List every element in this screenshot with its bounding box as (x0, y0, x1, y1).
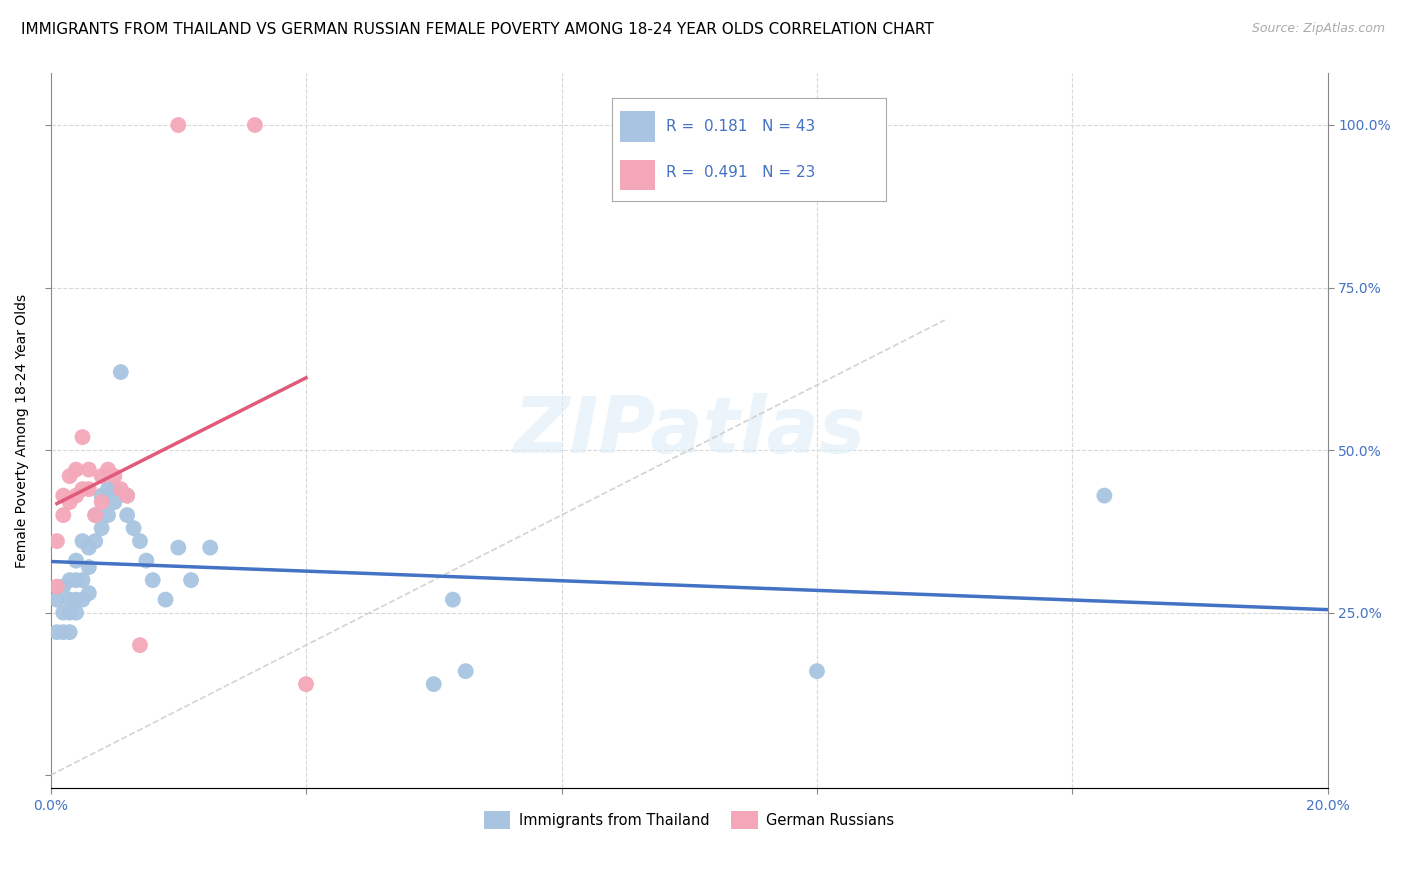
Point (243, 118, 266, 132)
Point (167, 541, 190, 555)
Point (129, 534, 152, 549)
Point (97, 462, 120, 476)
Point (59, 606, 82, 620)
Point (77, 586, 100, 600)
Point (1092, 489, 1115, 503)
Point (59, 625, 82, 640)
Legend: Immigrants from Thailand, German Russians: Immigrants from Thailand, German Russian… (478, 805, 900, 835)
Point (52, 606, 75, 620)
Point (295, 677, 318, 691)
Point (59, 573, 82, 587)
Point (115, 489, 138, 503)
Point (84, 508, 107, 522)
Point (52, 489, 75, 503)
Point (65, 606, 87, 620)
Point (142, 573, 165, 587)
Point (72, 573, 94, 587)
Point (52, 508, 75, 522)
Point (65, 573, 87, 587)
Point (110, 482, 132, 496)
Point (65, 489, 87, 503)
Text: R =  0.181   N = 43: R = 0.181 N = 43 (666, 119, 815, 134)
Text: IMMIGRANTS FROM THAILAND VS GERMAN RUSSIAN FEMALE POVERTY AMONG 18-24 YEAR OLDS : IMMIGRANTS FROM THAILAND VS GERMAN RUSSI… (21, 22, 934, 37)
Point (45, 592, 67, 607)
Point (167, 118, 190, 132)
Text: Source: ZipAtlas.com: Source: ZipAtlas.com (1251, 22, 1385, 36)
Point (52, 580, 75, 594)
Point (103, 495, 125, 509)
Point (103, 469, 125, 483)
Point (115, 489, 138, 503)
Point (806, 664, 828, 678)
Point (45, 580, 67, 594)
Point (90, 495, 112, 509)
Point (84, 508, 107, 522)
Point (59, 495, 82, 509)
Point (200, 541, 222, 555)
Point (97, 482, 120, 496)
Point (454, 664, 477, 678)
Point (180, 573, 202, 587)
Point (45, 625, 67, 640)
Point (122, 521, 145, 535)
Point (72, 482, 94, 496)
Point (90, 489, 112, 503)
Point (103, 482, 125, 496)
Point (423, 677, 446, 691)
Point (45, 534, 67, 549)
Point (65, 592, 87, 607)
Text: R =  0.491   N = 23: R = 0.491 N = 23 (666, 165, 815, 180)
Point (77, 462, 100, 476)
Point (77, 482, 100, 496)
FancyBboxPatch shape (620, 160, 655, 190)
Point (115, 508, 138, 522)
Point (441, 592, 464, 607)
Point (59, 469, 82, 483)
Point (135, 553, 157, 567)
Point (84, 534, 107, 549)
Point (59, 592, 82, 607)
Text: ZIPatlas: ZIPatlas (513, 392, 865, 468)
Point (72, 592, 94, 607)
Point (52, 625, 75, 640)
Point (90, 469, 112, 483)
Point (90, 521, 112, 535)
Point (77, 560, 100, 574)
Point (65, 553, 87, 567)
Point (72, 534, 94, 549)
Y-axis label: Female Poverty Among 18-24 Year Olds: Female Poverty Among 18-24 Year Olds (15, 293, 30, 567)
Point (110, 365, 132, 379)
Point (129, 638, 152, 652)
FancyBboxPatch shape (620, 112, 655, 142)
Point (77, 541, 100, 555)
Point (155, 592, 177, 607)
Point (65, 462, 87, 476)
Point (97, 508, 120, 522)
Point (72, 430, 94, 444)
